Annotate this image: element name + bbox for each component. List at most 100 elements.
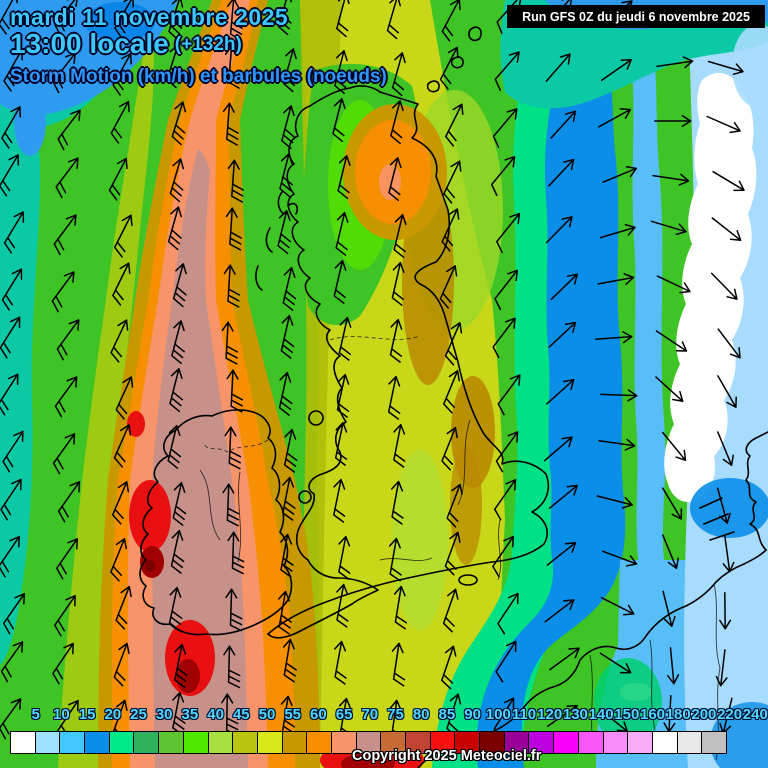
wind-barb [54, 376, 78, 418]
wind-barb [493, 479, 517, 521]
legend-swatch [553, 731, 579, 754]
wind-arrow [707, 60, 744, 76]
legend-swatch [59, 731, 86, 754]
legend-swatch [256, 731, 283, 754]
field-left-blue-tongue [14, 88, 46, 156]
run-info-label: Run GFS 0Z du jeudi 6 novembre 2025 [522, 9, 750, 24]
wind-barb [52, 52, 76, 94]
wind-arrow [548, 321, 577, 348]
legend-value: 180 [665, 706, 691, 723]
wind-barb [497, 592, 519, 635]
wind-arrow [717, 431, 734, 467]
wind-barb [2, 593, 26, 635]
field-maroon-dot [145, 560, 155, 572]
wind-arrow [663, 695, 676, 733]
wind-barb [168, 0, 184, 41]
legend-value: 140 [588, 706, 614, 723]
wind-barb [172, 481, 187, 526]
wind-barb [492, 108, 518, 148]
legend-value: 10 [53, 706, 70, 723]
wind-barb [115, 585, 132, 630]
wind-barb [0, 154, 20, 197]
wind-barb [334, 50, 348, 95]
legend-swatch [232, 731, 258, 754]
field-red-core-1 [127, 411, 145, 437]
legend-swatch [108, 731, 135, 754]
wind-barb [167, 206, 182, 251]
wind-barb [441, 0, 461, 42]
wind-arrow [706, 115, 741, 134]
wind-barb [336, 583, 349, 628]
wind-barb [280, 314, 295, 359]
wind-arrow [543, 436, 573, 462]
wind-barb [0, 535, 20, 578]
wind-barb [281, 105, 295, 150]
wind-barb [444, 322, 463, 366]
wind-arrow [655, 376, 684, 403]
wind-arrow [710, 272, 738, 300]
wind-barb [51, 271, 75, 313]
wind-barb [277, 0, 292, 36]
wind-arrow [719, 592, 732, 630]
wind-arrow [650, 220, 687, 236]
wind-barb [224, 426, 242, 470]
coastline-isle-of-man [308, 410, 324, 426]
wind-arrow [717, 328, 741, 359]
legend-value: 90 [464, 706, 481, 723]
legend-value-row: 5 10 15 20 25 30 35 40 45 50 55 60 65 70 75 80 85 90 100 11… [0, 706, 768, 728]
wind-barb [57, 699, 79, 742]
wind-barb [0, 0, 18, 35]
legend-swatch [651, 731, 678, 754]
wind-arrow [717, 375, 737, 408]
wind-arrow [598, 438, 636, 451]
wind-barb [446, 483, 463, 528]
coastline-isle-of-wight [458, 574, 478, 586]
wind-barb [52, 642, 74, 685]
wind-barb [1, 106, 22, 149]
wind-barb [223, 264, 241, 308]
wind-barb [497, 374, 521, 416]
wind-barb [333, 478, 346, 523]
legend-color-scale [10, 731, 727, 754]
wind-barb [387, 375, 401, 420]
wind-barb [111, 481, 130, 525]
wind-barb [279, 153, 293, 198]
wind-arrow [548, 158, 575, 187]
legend-value: 75 [387, 706, 404, 723]
wind-barb [495, 640, 517, 683]
legend-value: 70 [361, 706, 379, 723]
legend-value: 5 [31, 706, 40, 723]
wind-barb [335, 211, 349, 256]
legend-swatch [577, 731, 604, 754]
legend-value: 220 [717, 706, 743, 723]
run-info-box: Run GFS 0Z du jeudi 6 novembre 2025 [507, 5, 765, 28]
forecast-offset: (+132h) [174, 34, 242, 55]
wind-barb-layer [0, 0, 747, 744]
legend-value: 160 [639, 706, 666, 723]
wind-arrow [600, 389, 638, 402]
wind-barb [282, 48, 297, 93]
wind-barb [110, 537, 127, 582]
wind-arrow [596, 495, 633, 509]
wind-barb [439, 265, 458, 309]
wind-barb [0, 698, 22, 740]
wind-arrow [598, 108, 632, 128]
wind-arrow [711, 217, 742, 242]
wind-barb [227, 531, 245, 575]
wind-barb [441, 208, 460, 252]
legend-value: 35 [181, 706, 199, 723]
wind-barb [338, 535, 351, 580]
wind-arrow [549, 647, 580, 671]
legend-value: 85 [438, 706, 456, 723]
wind-barb [336, 373, 350, 418]
coastline-hebrides [255, 191, 299, 291]
wind-arrow [595, 331, 633, 344]
legend-value: 200 [691, 706, 717, 723]
wind-barb [390, 100, 404, 145]
wind-barb [223, 645, 241, 689]
coastlines [139, 26, 768, 768]
wind-barb [332, 98, 346, 143]
wind-barb [282, 266, 297, 311]
wind-barb [388, 157, 402, 202]
